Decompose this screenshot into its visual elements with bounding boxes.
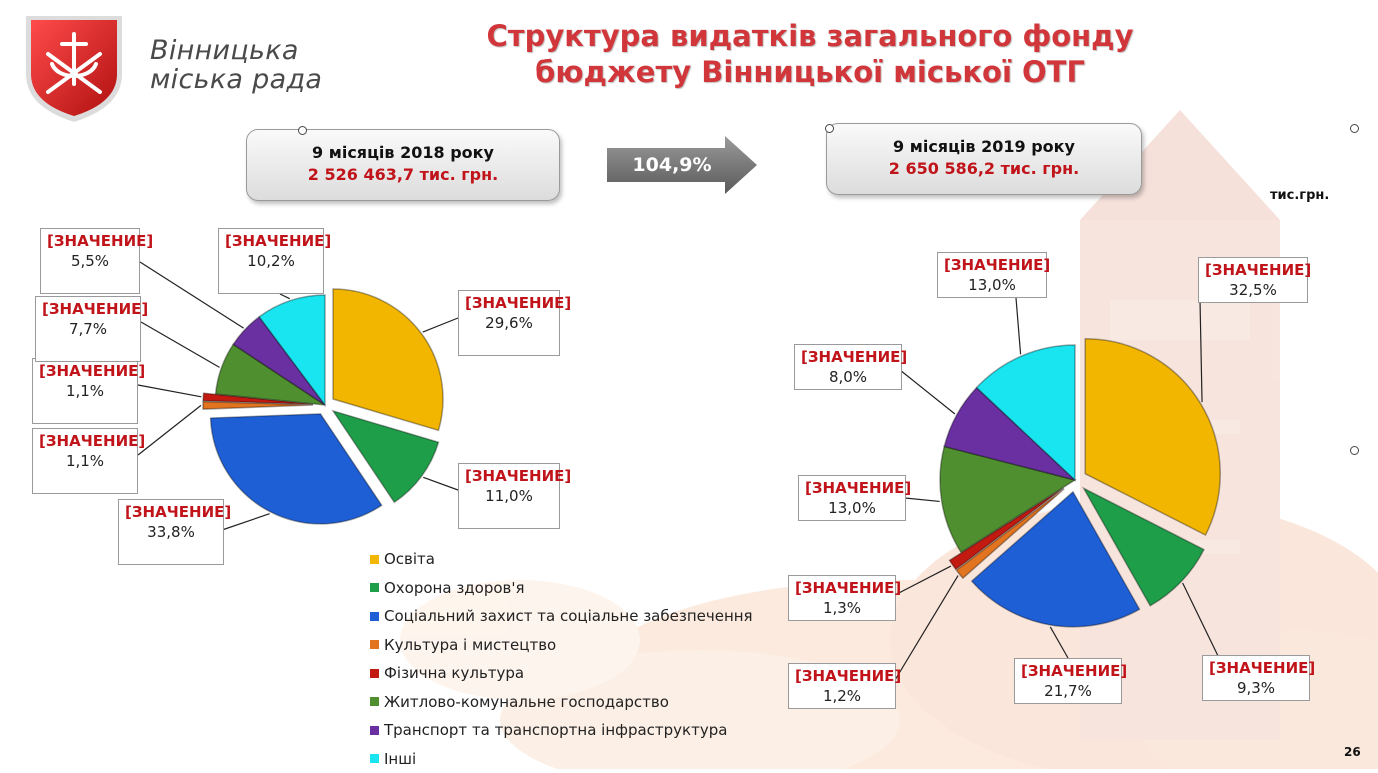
data-label-key: [ЗНАЧЕНИЕ] [39,361,131,381]
legend-item: Фізична культура [370,659,753,688]
leader-line [1183,583,1220,660]
data-label-key: [ЗНАЧЕНИЕ] [42,299,134,319]
data-label-value: 32,5% [1205,280,1301,300]
data-label-value: 11,0% [465,486,553,506]
data-label-value: 9,3% [1209,678,1303,698]
data-label-value: 7,7% [42,319,134,339]
data-label-key: [ЗНАЧЕНИЕ] [225,231,317,251]
data-label: [ЗНАЧЕНИЕ]11,0% [458,463,560,529]
data-label: [ЗНАЧЕНИЕ]13,0% [798,475,906,521]
legend-swatch [370,669,379,678]
data-label-key: [ЗНАЧЕНИЕ] [125,502,217,522]
legend-swatch [370,583,379,592]
leader-line [138,385,201,397]
legend-item: Житлово-комунальне господарство [370,688,753,717]
leader-line [280,294,290,299]
pie-slice [333,289,443,430]
legend-swatch [370,640,379,649]
data-label-key: [ЗНАЧЕНИЕ] [47,231,133,251]
data-label: [ЗНАЧЕНИЕ]10,2% [218,228,324,294]
data-label: [ЗНАЧЕНИЕ]13,0% [937,252,1047,298]
data-label-key: [ЗНАЧЕНИЕ] [1205,260,1301,280]
legend-label: Соціальний захист та соціальне забезпече… [384,607,753,625]
legend-label: Інші [384,750,416,768]
legend-item: Освіта [370,545,753,574]
legend-swatch [370,726,379,735]
data-label-value: 29,6% [465,313,553,333]
legend-item: Охорона здоров'я [370,574,753,603]
leader-line [423,318,458,332]
data-label-key: [ЗНАЧЕНИЕ] [944,255,1040,275]
legend-swatch [370,754,379,763]
leader-line [900,370,955,414]
data-label-key: [ЗНАЧЕНИЕ] [795,578,889,598]
leader-line [895,566,951,595]
data-label-value: 5,5% [47,251,133,271]
data-label-value: 13,0% [805,498,899,518]
data-label: [ЗНАЧЕНИЕ]1,2% [788,663,896,709]
legend-item: Транспорт та транспортна інфраструктура [370,716,753,745]
data-label-key: [ЗНАЧЕНИЕ] [805,478,899,498]
data-label-value: 10,2% [225,251,317,271]
data-label: [ЗНАЧЕНИЕ]8,0% [794,344,902,390]
data-label-value: 1,1% [39,381,131,401]
legend-label: Фізична культура [384,664,524,682]
data-label-value: 8,0% [801,367,895,387]
data-label: [ЗНАЧЕНИЕ]33,8% [118,499,224,565]
legend-swatch [370,697,379,706]
legend-label: Освіта [384,550,435,568]
page-number: 26 [1344,745,1361,759]
data-label-value: 1,2% [795,686,889,706]
data-label: [ЗНАЧЕНИЕ]21,7% [1014,658,1122,704]
data-label-key: [ЗНАЧЕНИЕ] [1209,658,1303,678]
leader-line [895,576,958,680]
legend-label: Транспорт та транспортна інфраструктура [384,721,727,739]
legend-swatch [370,555,379,564]
data-label: [ЗНАЧЕНИЕ]5,5% [40,228,140,294]
legend-label: Культура і мистецтво [384,636,556,654]
leader-line [905,498,940,501]
legend-item: Соціальний захист та соціальне забезпече… [370,602,753,631]
leader-line [1016,298,1021,354]
data-label-value: 33,8% [125,522,217,542]
data-label-key: [ЗНАЧЕНИЕ] [1021,661,1115,681]
data-label-value: 1,1% [39,451,131,471]
data-label: [ЗНАЧЕНИЕ]9,3% [1202,655,1310,701]
pie-2019 [940,339,1220,627]
leader-line [138,405,201,455]
data-label-key: [ЗНАЧЕНИЕ] [39,431,131,451]
data-label-key: [ЗНАЧЕНИЕ] [465,466,553,486]
data-label-value: 1,3% [795,598,889,618]
legend-label: Житлово-комунальне господарство [384,693,669,711]
leader-line [141,322,220,367]
pie-2018 [203,289,443,524]
data-label: [ЗНАЧЕНИЕ]32,5% [1198,257,1308,303]
leader-line [423,477,458,490]
chart-legend: Освіта Охорона здоров'я Соціальний захист … [370,545,753,773]
data-label: [ЗНАЧЕНИЕ]1,3% [788,575,896,621]
legend-item: Культура і мистецтво [370,631,753,660]
leader-line [1050,627,1068,658]
leader-line [1200,300,1202,402]
data-label-key: [ЗНАЧЕНИЕ] [795,666,889,686]
data-label: [ЗНАЧЕНИЕ]1,1% [32,428,138,494]
legend-label: Охорона здоров'я [384,579,525,597]
data-label: [ЗНАЧЕНИЕ]7,7% [35,296,141,362]
legend-swatch [370,612,379,621]
data-label-value: 13,0% [944,275,1040,295]
data-label: [ЗНАЧЕНИЕ]1,1% [32,358,138,424]
data-label: [ЗНАЧЕНИЕ]29,6% [458,290,560,356]
data-label-value: 21,7% [1021,681,1115,701]
data-label-key: [ЗНАЧЕНИЕ] [801,347,895,367]
data-label-key: [ЗНАЧЕНИЕ] [465,293,553,313]
